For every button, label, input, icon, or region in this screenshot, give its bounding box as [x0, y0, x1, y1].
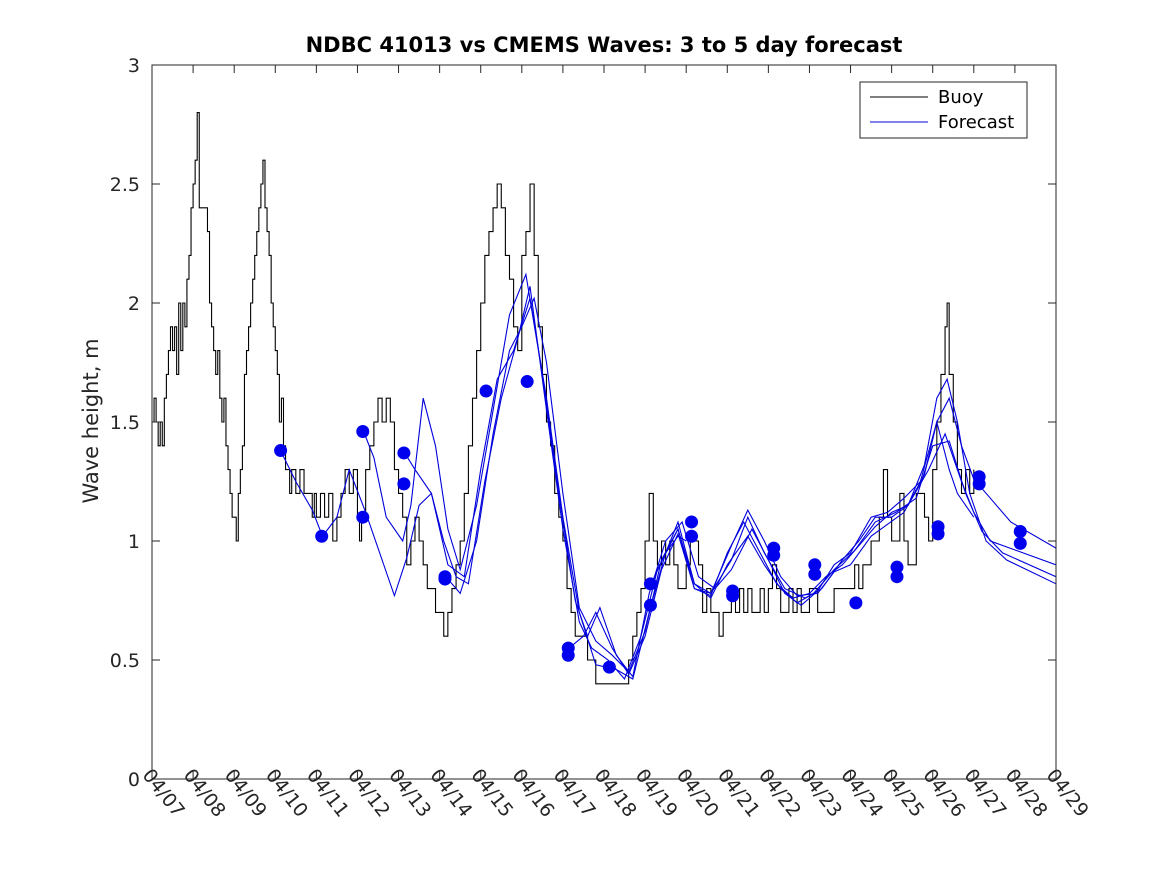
x-tick-label-4: 04/11	[302, 765, 353, 822]
forecast-marker-18	[726, 584, 740, 598]
x-tick-label-17: 04/24	[836, 765, 887, 822]
forecast-marker-12	[602, 660, 616, 674]
x-tick-label-20: 04/27	[960, 765, 1011, 822]
x-tick-label-7: 04/14	[425, 765, 476, 822]
x-tick-label-16: 04/23	[795, 765, 846, 822]
plot-frame	[151, 64, 1057, 780]
x-tick-label-22: 04/29	[1042, 765, 1093, 822]
forecast-series-line-3	[404, 286, 1056, 681]
forecast-marker-11	[561, 641, 575, 655]
forecast-series-line-2	[363, 272, 975, 679]
forecast-marker-16	[685, 515, 699, 529]
legend-box	[859, 81, 1028, 139]
x-tick-label-19: 04/26	[918, 765, 969, 822]
y-tick-label-1: 0.5	[110, 650, 140, 672]
y-tick-label-5: 2.5	[110, 174, 140, 196]
x-tick-label-5: 04/12	[343, 765, 394, 822]
forecast-series-line-4	[445, 296, 1056, 673]
y-tick-label-2: 1	[128, 531, 140, 553]
forecast-marker-21	[808, 567, 822, 581]
forecast-marker-2	[356, 510, 370, 524]
x-tick-label-10: 04/17	[549, 765, 600, 822]
forecast-marker-24	[890, 570, 904, 584]
x-tick-label-12: 04/19	[631, 765, 682, 822]
forecast-marker-0	[274, 444, 288, 458]
forecast-marker-15	[685, 529, 699, 543]
forecast-marker-5	[397, 446, 411, 460]
forecast-marker-13	[643, 598, 657, 612]
forecast-marker-20	[767, 541, 781, 555]
x-tick-label-21: 04/28	[1001, 765, 1052, 822]
legend-forecast-label: Forecast	[938, 112, 1014, 133]
forecast-marker-29	[972, 470, 986, 484]
series-layer	[152, 112, 1056, 685]
x-tick-label-18: 04/25	[877, 765, 928, 822]
y-tick-label-6: 3	[128, 55, 140, 77]
forecast-marker-14	[643, 577, 657, 591]
y-tick-label-3: 1.5	[110, 412, 140, 434]
x-tick-label-3: 04/10	[261, 765, 312, 822]
x-tick-label-8: 04/15	[466, 765, 517, 822]
legend-buoy-label: Buoy	[938, 87, 984, 108]
chart-title: NDBC 41013 vs CMEMS Waves: 3 to 5 day fo…	[306, 33, 903, 57]
forecast-marker-30	[1013, 536, 1027, 550]
y-tick-label-4: 2	[128, 293, 140, 315]
forecast-marker-27	[931, 520, 945, 534]
forecast-marker-4	[397, 477, 411, 491]
forecast-series-line-6	[650, 396, 1056, 597]
x-tick-label-6: 04/13	[384, 765, 435, 822]
forecast-marker-23	[849, 596, 863, 610]
y-tick-label-0: 0	[128, 769, 140, 791]
marker-layer	[274, 375, 1027, 674]
x-tick-label-14: 04/21	[713, 765, 764, 822]
x-tick-label-11: 04/18	[590, 765, 641, 822]
y-axis-label: Wave height, m	[79, 338, 103, 503]
x-tick-label-1: 04/08	[179, 765, 230, 822]
forecast-marker-3	[356, 425, 370, 439]
forecast-marker-25	[890, 560, 904, 574]
x-tick-label-13: 04/20	[672, 765, 723, 822]
axis-layer: 00.511.522.5304/0704/0804/0904/1004/1104…	[110, 55, 1093, 821]
forecast-marker-1	[315, 529, 329, 543]
x-tick-label-9: 04/16	[508, 765, 559, 822]
forecast-marker-22	[808, 558, 822, 572]
x-tick-label-2: 04/09	[220, 765, 271, 822]
x-tick-label-15: 04/22	[754, 765, 805, 822]
forecast-marker-9	[520, 375, 534, 389]
buoy-series-line-0	[152, 112, 975, 685]
forecast-marker-8	[479, 384, 493, 398]
forecast-marker-7	[438, 570, 452, 584]
x-tick-label-0: 04/07	[138, 765, 189, 822]
legend: Buoy Forecast	[859, 81, 1028, 139]
forecast-marker-31	[1013, 524, 1027, 538]
